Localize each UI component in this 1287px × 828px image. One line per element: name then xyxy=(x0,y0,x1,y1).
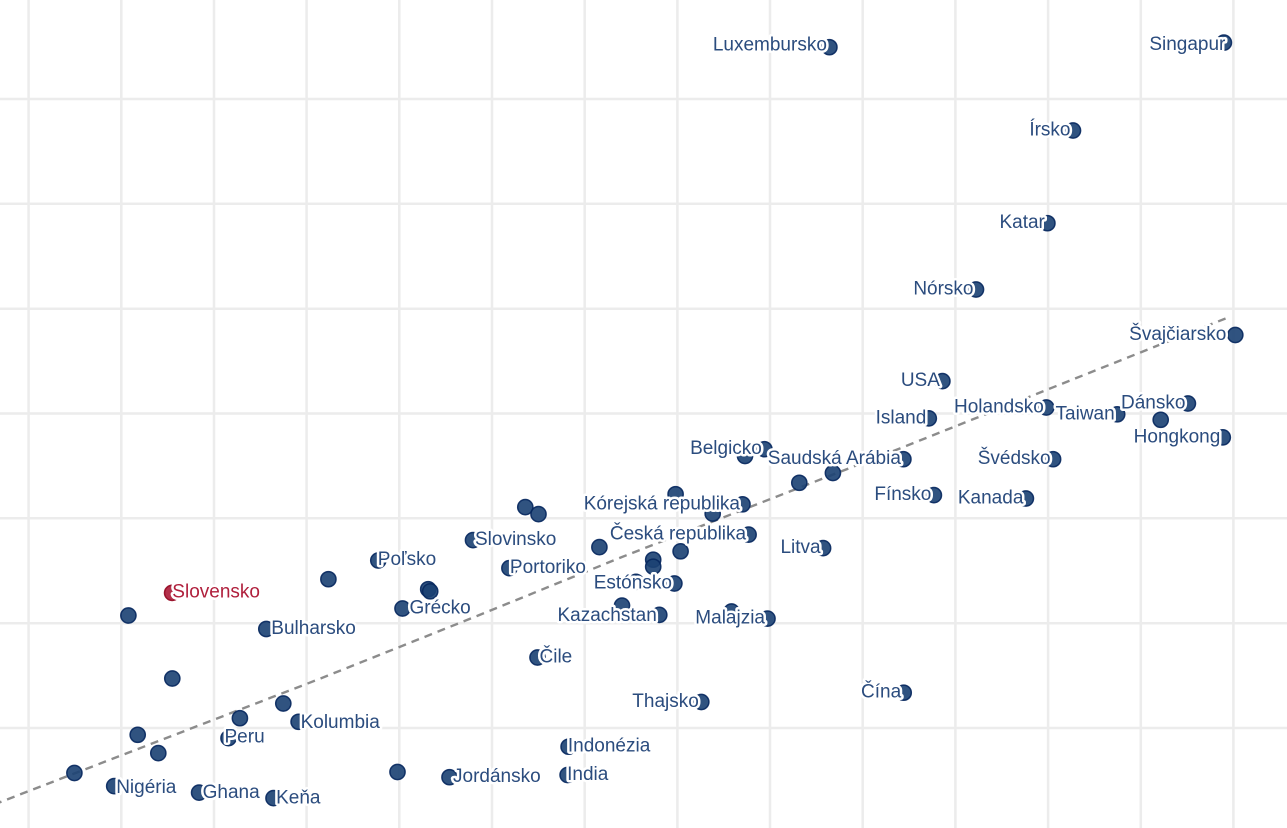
svg-text:Taiwan: Taiwan xyxy=(1056,403,1115,424)
svg-text:Saudská Arábia: Saudská Arábia xyxy=(768,448,902,469)
svg-text:Grécko: Grécko xyxy=(410,598,471,619)
svg-text:Dánsko: Dánsko xyxy=(1121,393,1185,414)
svg-text:Bulharsko: Bulharsko xyxy=(271,618,356,639)
svg-text:Luxembursko: Luxembursko xyxy=(713,34,827,55)
svg-text:Kanada: Kanada xyxy=(958,488,1024,509)
svg-text:Kazachstan: Kazachstan xyxy=(558,605,657,626)
svg-text:Belgicko: Belgicko xyxy=(690,438,762,459)
svg-text:Švédsko: Švédsko xyxy=(978,447,1051,469)
svg-text:Švajčiarsko: Švajčiarsko xyxy=(1129,323,1226,345)
svg-text:Poľsko: Poľsko xyxy=(378,549,436,570)
svg-text:Estónsko: Estónsko xyxy=(594,573,672,594)
svg-text:Nigéria: Nigéria xyxy=(116,777,177,798)
svg-text:Česká republika: Česká republika xyxy=(610,523,747,545)
svg-text:Peru: Peru xyxy=(225,727,265,748)
svg-text:Slovensko: Slovensko xyxy=(172,582,260,603)
svg-text:Jordánsko: Jordánsko xyxy=(453,766,541,787)
svg-text:Singapur: Singapur xyxy=(1149,34,1226,55)
svg-text:Indonézia: Indonézia xyxy=(568,736,651,757)
svg-text:Thajsko: Thajsko xyxy=(632,691,699,712)
svg-text:Portoriko: Portoriko xyxy=(510,557,586,578)
svg-text:Kórejská republika: Kórejská republika xyxy=(584,493,741,514)
svg-text:Írsko: Írsko xyxy=(1029,120,1070,141)
svg-text:Kolumbia: Kolumbia xyxy=(301,712,381,733)
svg-text:Keňa: Keňa xyxy=(276,788,321,809)
svg-text:Ghana: Ghana xyxy=(203,782,260,803)
svg-text:Hongkong: Hongkong xyxy=(1134,426,1221,447)
svg-text:Malajzia: Malajzia xyxy=(695,608,765,629)
svg-text:Litva: Litva xyxy=(780,537,821,558)
svg-text:Katar: Katar xyxy=(999,212,1045,233)
svg-text:Holandsko: Holandsko xyxy=(954,397,1044,418)
svg-text:USA: USA xyxy=(901,370,940,391)
svg-text:Čína: Čína xyxy=(861,681,902,703)
svg-text:India: India xyxy=(567,764,609,785)
svg-text:Fínsko: Fínsko xyxy=(874,484,931,505)
svg-text:Nórsko: Nórsko xyxy=(913,279,973,300)
svg-text:Slovinsko: Slovinsko xyxy=(475,529,556,550)
svg-text:Island: Island xyxy=(876,407,927,428)
svg-text:Čile: Čile xyxy=(540,646,573,668)
